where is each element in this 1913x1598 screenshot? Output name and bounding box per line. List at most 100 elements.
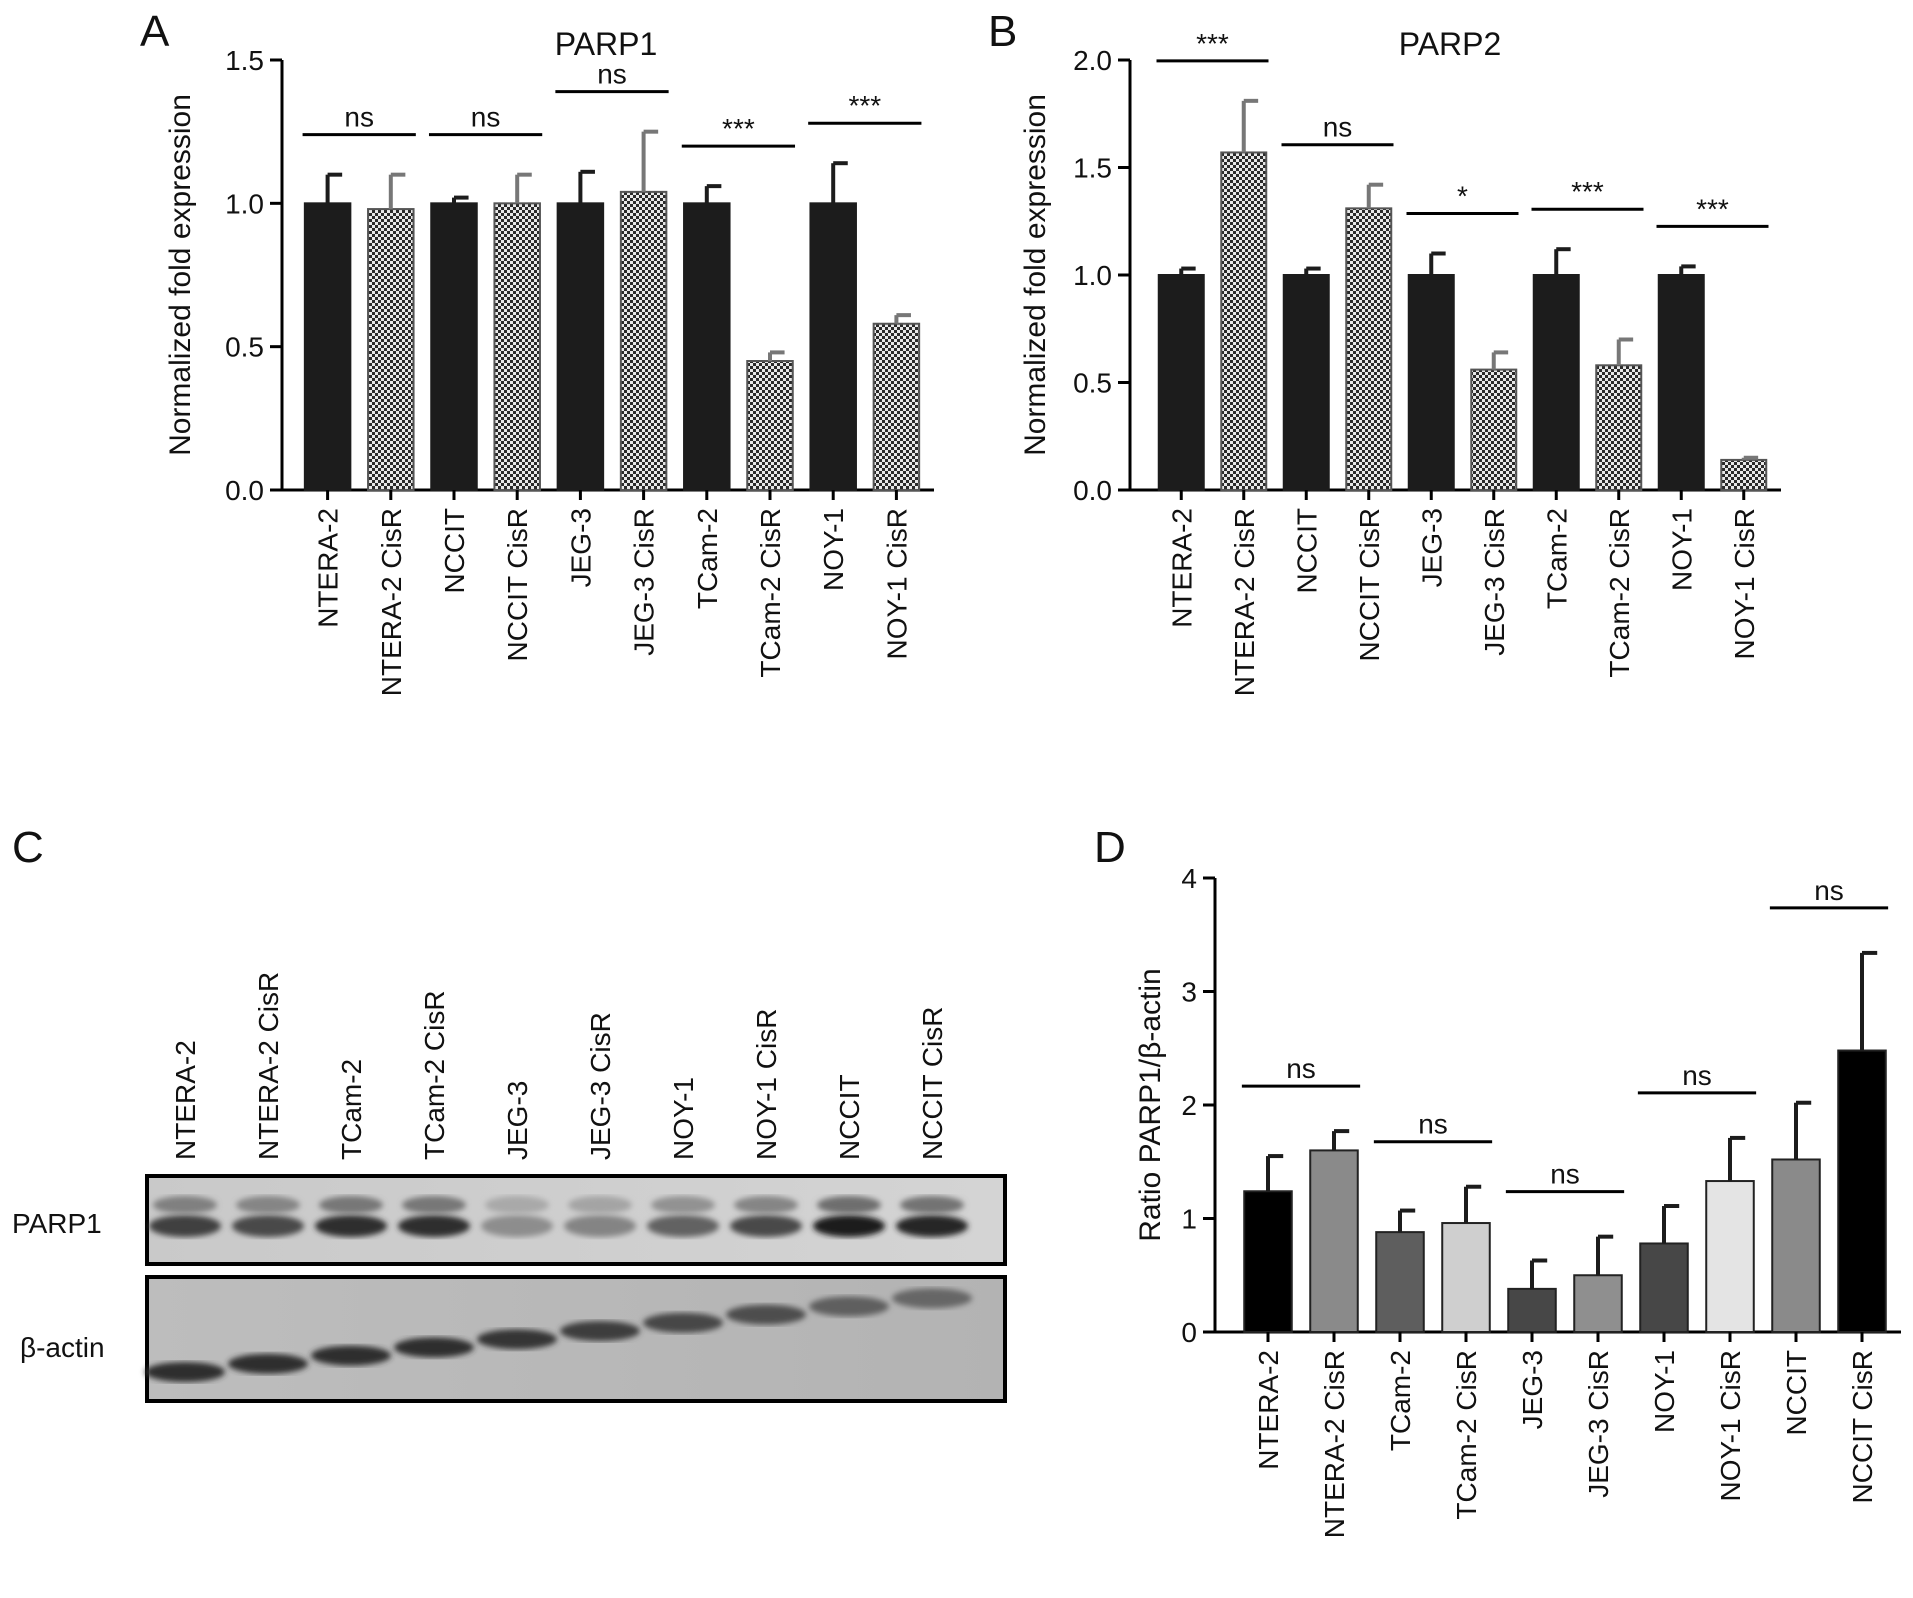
panel-label-b: B: [988, 7, 1017, 56]
x-tick-label: JEG-3: [1416, 508, 1447, 587]
x-tick-label: JEG-3: [1517, 1350, 1548, 1429]
y-axis-label: Normalized fold expression: [1019, 94, 1052, 456]
significance-label: ns: [344, 102, 374, 133]
parp1-band-upper: [485, 1196, 549, 1214]
significance-label: ns: [1286, 1053, 1316, 1084]
y-tick-label: 0.5: [1073, 368, 1112, 399]
y-tick-label: 1: [1181, 1204, 1197, 1235]
x-tick-label: TCam-2 CisR: [1451, 1350, 1482, 1520]
actin-band: [726, 1304, 806, 1325]
x-tick-label: NOY-1 CisR: [1729, 508, 1760, 659]
x-tick-label: NOY-1 CisR: [1715, 1350, 1746, 1501]
bar: [556, 202, 605, 491]
x-tick-label: NCCIT: [439, 508, 470, 594]
y-tick-label: 1.5: [225, 45, 264, 76]
y-tick-label: 4: [1181, 863, 1197, 894]
parp1-band: [315, 1215, 387, 1237]
blot-lane-label: NCCIT: [834, 1074, 865, 1160]
parp1-band-upper: [568, 1196, 632, 1214]
actin-band: [228, 1353, 308, 1374]
bar: [1345, 207, 1393, 491]
bar: [1532, 274, 1580, 491]
parp1-band-upper: [402, 1196, 466, 1214]
chart-parp1: PARP1 0.0 0.5 1.0 1.5 Normalized fold express…: [164, 26, 934, 696]
bar: [1282, 274, 1330, 491]
bar: [1220, 151, 1268, 491]
blot-bands: [145, 1196, 972, 1382]
bar: [430, 202, 478, 491]
significance-label: ns: [1550, 1159, 1580, 1190]
x-tick-label: NCCIT: [1781, 1350, 1812, 1436]
x-tick-label: JEG-3 CisR: [1479, 508, 1510, 656]
x-tick-label: JEG-3: [565, 508, 596, 587]
actin-band: [477, 1329, 557, 1350]
x-tick-label: TCam-2: [1541, 508, 1572, 609]
actin-band: [560, 1321, 640, 1341]
bar: [493, 202, 541, 491]
bar: [1639, 1242, 1689, 1333]
panel-label-a: A: [140, 7, 170, 56]
significance-label: ***: [722, 113, 755, 144]
x-tick-label: NTERA-2 CisR: [1319, 1350, 1350, 1538]
actin-band: [145, 1362, 225, 1382]
parp1-band-upper: [734, 1196, 798, 1214]
significance-label: *: [1457, 181, 1468, 212]
bar: [1407, 274, 1455, 491]
blot-row-label-actin: β-actin: [20, 1332, 105, 1363]
x-tick-label: NCCIT: [1291, 508, 1322, 594]
bar: [1657, 274, 1705, 491]
x-tick-label: NOY-1: [818, 508, 849, 591]
bar: [1470, 368, 1518, 492]
x-tick-label: NTERA-2: [1166, 508, 1197, 628]
x-tick-label: NTERA-2 CisR: [1229, 508, 1260, 696]
x-tick-label: NCCIT CisR: [1354, 508, 1385, 661]
significance-label: ***: [1196, 28, 1229, 59]
western-blot: NTERA-2 NTERA-2 CisR TCam-2 TCam-2 CisR JEG-…: [12, 972, 1007, 1403]
bar: [367, 208, 415, 491]
significance-label: ns: [1814, 875, 1844, 906]
parp1-band: [149, 1215, 221, 1237]
y-tick-label: 2.0: [1073, 45, 1112, 76]
y-tick-label: 1.0: [1073, 260, 1112, 291]
x-tick-label: NOY-1: [1666, 508, 1697, 591]
x-tick-label: NCCIT CisR: [1847, 1350, 1878, 1503]
y-tick-label: 0: [1181, 1317, 1197, 1348]
blot-lane-label: TCam-2: [336, 1059, 367, 1160]
x-tick-label: TCam-2 CisR: [755, 508, 786, 678]
x-tick-label: NOY-1: [1649, 1350, 1680, 1433]
significance-label: ns: [1418, 1109, 1448, 1140]
significance-label: ns: [471, 102, 501, 133]
x-tick-label: NTERA-2: [313, 508, 344, 628]
x-tick-label: NTERA-2 CisR: [376, 508, 407, 696]
significance-label: ***: [1696, 193, 1729, 224]
parp1-band: [232, 1215, 304, 1237]
blot-lane-label: NOY-1 CisR: [751, 1009, 782, 1160]
parp1-band: [647, 1215, 719, 1237]
y-axis-label: Ratio PARP1/β-actin: [1134, 968, 1167, 1241]
parp1-band-upper: [817, 1196, 881, 1214]
bar: [619, 190, 668, 491]
y-tick-label: 0.0: [225, 475, 264, 506]
chart-ratio-parp1-actin: 0 1 2 3 4 Ratio PARP1/β-actin NTERA-2 NTERA-2 C…: [1134, 863, 1901, 1538]
blot-lane-label: JEG-3: [502, 1081, 533, 1160]
chart-title: PARP2: [1399, 26, 1502, 62]
x-tick-label: NOY-1 CisR: [881, 508, 912, 659]
bar: [1573, 1274, 1623, 1333]
panel-label-d: D: [1094, 823, 1126, 872]
bar: [1507, 1287, 1557, 1333]
bar: [809, 202, 857, 491]
blot-row-label-parp1: PARP1: [12, 1208, 102, 1239]
bar: [1771, 1158, 1821, 1333]
significance-label: ***: [1571, 176, 1604, 207]
x-tick-label: TCam-2 CisR: [1604, 508, 1635, 678]
y-tick-label: 0.5: [225, 332, 264, 363]
chart-title: PARP1: [555, 26, 658, 62]
significance-label: ns: [1323, 112, 1353, 143]
x-tick-label: NCCIT CisR: [502, 508, 533, 661]
bar: [1720, 458, 1768, 491]
y-tick-label: 0.0: [1073, 475, 1112, 506]
x-tick-label: NTERA-2: [1253, 1350, 1284, 1470]
blot-lane-label: NTERA-2: [170, 1040, 201, 1160]
parp1-band: [813, 1215, 885, 1237]
